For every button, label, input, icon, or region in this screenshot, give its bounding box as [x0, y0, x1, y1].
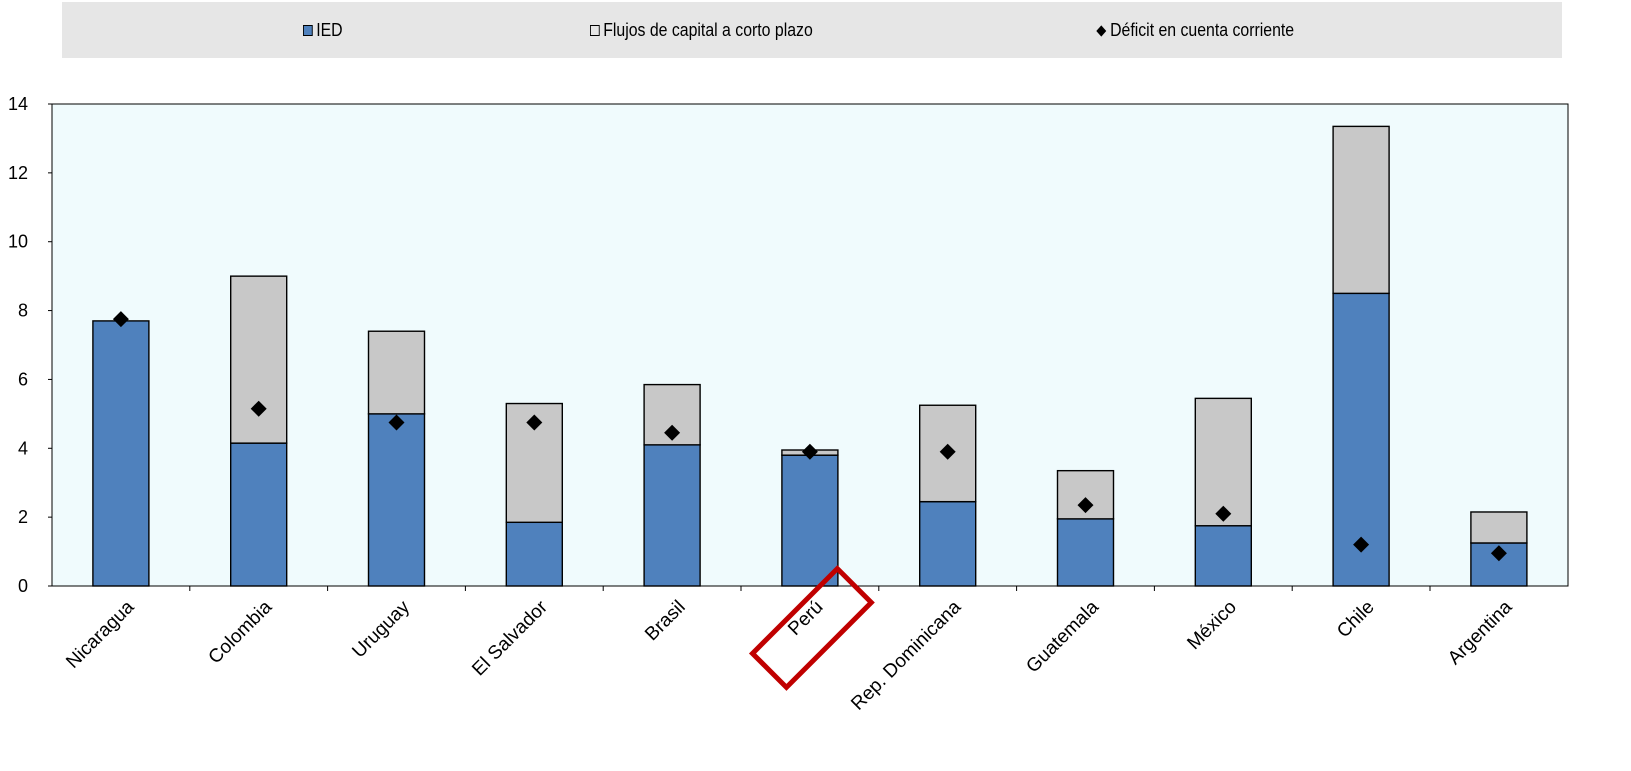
y-tick-label: 8 [18, 301, 28, 321]
bar-short-term [229, 275, 288, 444]
marker-deficit [526, 414, 543, 431]
legend-swatch-ied [303, 25, 313, 36]
bar-short-term [367, 330, 426, 415]
bar-ied [781, 454, 839, 587]
y-tick-label: 6 [18, 369, 28, 389]
x-tick-label: Uruguay [348, 596, 414, 662]
bar-ied [643, 444, 701, 587]
y-tick-label: 10 [8, 232, 28, 252]
y-tick-label: 2 [18, 507, 28, 527]
legend-item-deficit: Déficit en cuenta corriente [1096, 20, 1294, 41]
bar-short-term [1332, 125, 1390, 295]
x-tick-label: Brasil [641, 597, 689, 645]
bar-short-term [1470, 511, 1528, 544]
x-tick-label: Guatemala [1022, 596, 1103, 677]
marker-deficit [1077, 497, 1094, 514]
x-tick-label: Rep. Dominicana [847, 596, 965, 714]
bar-ied [367, 413, 426, 587]
x-tick-label: Colombia [205, 596, 277, 668]
marker-deficit [801, 443, 818, 460]
bar-ied [919, 500, 977, 587]
y-tick-label: 12 [8, 163, 28, 183]
x-tick-label: Nicaragua [62, 596, 138, 672]
x-tick-label: El Salvador [468, 596, 552, 680]
marker-deficit [939, 443, 956, 460]
bar-ied [92, 320, 150, 587]
marker-deficit [112, 311, 129, 328]
x-tick-label: Argentina [1444, 596, 1517, 669]
legend: IED Flujos de capital a corto plazo Défi… [62, 2, 1562, 58]
marker-deficit [1353, 536, 1370, 553]
legend-swatch-short-term [590, 25, 600, 36]
x-tick-label: Chile [1333, 597, 1378, 642]
bar-ied [1194, 525, 1253, 587]
marker-deficit [1490, 545, 1507, 562]
bar-short-term [1194, 397, 1253, 527]
marker-deficit [250, 400, 267, 417]
y-tick-label: 0 [18, 576, 28, 596]
marker-deficit [388, 414, 405, 431]
bar-ied [505, 521, 563, 587]
y-tick-label: 14 [8, 94, 28, 114]
x-tick-label: México [1183, 597, 1240, 654]
legend-item-short-term: Flujos de capital a corto plazo [590, 20, 813, 41]
legend-item-ied: IED [303, 20, 343, 41]
legend-label-deficit: Déficit en cuenta corriente [1110, 20, 1295, 40]
highlight-box [748, 565, 875, 691]
marker-deficit [664, 424, 681, 441]
legend-label-ied: IED [316, 20, 343, 40]
bar-ied [229, 442, 288, 587]
marker-deficit [1215, 505, 1232, 522]
legend-label-short-term: Flujos de capital a corto plazo [603, 20, 813, 40]
bar-ied [1056, 518, 1115, 587]
y-tick-label: 4 [18, 438, 28, 458]
